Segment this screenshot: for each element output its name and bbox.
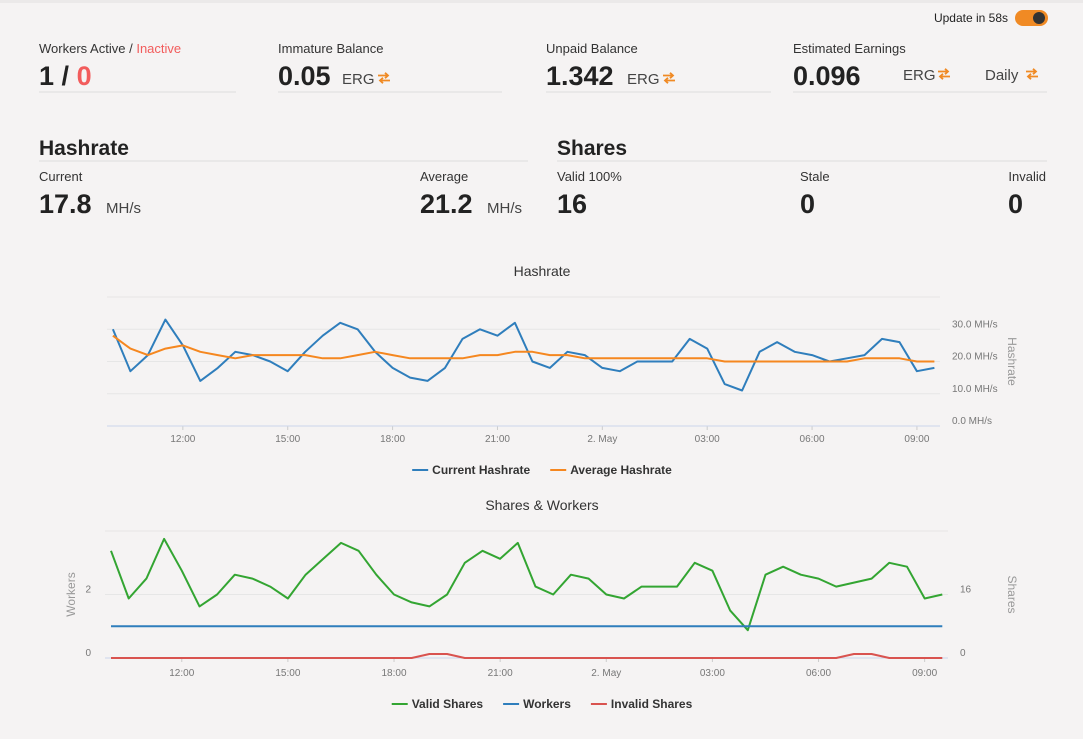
x-tick-label: 2. May <box>591 668 621 679</box>
swap-icon[interactable] <box>937 68 951 80</box>
legend-label: Valid Shares <box>412 697 484 711</box>
stat-value: 0.096 <box>793 61 861 91</box>
stat-label: Valid 100% <box>557 169 622 184</box>
update-timer: Update in 58s <box>934 11 1008 25</box>
x-tick-label: 03:00 <box>695 434 720 445</box>
stat-label: Unpaid Balance <box>546 41 638 56</box>
swap-icon[interactable] <box>1025 68 1039 80</box>
stat-value: 16 <box>557 189 587 219</box>
section-title: Hashrate <box>39 137 129 160</box>
x-tick-label: 09:00 <box>904 434 929 445</box>
swap-icon[interactable] <box>377 72 391 84</box>
x-tick-label: 21:00 <box>488 668 513 679</box>
legend-label: Current Hashrate <box>432 463 530 477</box>
y2-tick-label: 0 <box>960 648 966 659</box>
x-tick-label: 12:00 <box>170 434 195 445</box>
update-toggle[interactable] <box>1015 10 1048 26</box>
y2-axis-label: Shares <box>1005 575 1019 613</box>
separator: / <box>62 61 70 91</box>
separator: / <box>129 41 133 56</box>
series-line <box>110 537 943 632</box>
stat-label: Stale <box>800 169 830 184</box>
y2-tick-label: 10.0 MH/s <box>952 384 998 395</box>
y2-tick-label: 30.0 MH/s <box>952 319 998 330</box>
stat-unit: MH/s <box>487 200 522 217</box>
x-tick-label: 18:00 <box>382 668 407 679</box>
x-tick-label: 09:00 <box>912 668 937 679</box>
stat-value: 0 <box>800 189 815 219</box>
y2-tick-label: 20.0 MH/s <box>952 352 998 363</box>
stat-value: 21.2 <box>420 189 473 219</box>
y-tick-label: 0 <box>85 648 91 659</box>
series-line <box>111 653 943 659</box>
y-axis-label: Workers <box>64 572 78 616</box>
x-tick-label: 12:00 <box>169 668 194 679</box>
section-title: Shares <box>557 137 627 160</box>
series-line <box>111 318 935 392</box>
stat-period: Daily <box>985 67 1019 84</box>
active: 1 <box>39 61 54 91</box>
x-tick-label: 06:00 <box>800 434 825 445</box>
legend-label: Average Hashrate <box>570 463 672 477</box>
series-line <box>112 334 935 363</box>
stat-label: Current <box>39 169 83 184</box>
y2-tick-label: 0.0 MH/s <box>952 416 992 427</box>
stat-unit: ERG <box>903 67 936 84</box>
y-tick-label: 2 <box>85 585 91 596</box>
stat-label: Estimated Earnings <box>793 41 906 56</box>
x-tick-label: 2. May <box>587 434 617 445</box>
label: Workers Active <box>39 41 125 56</box>
legend: Current Hashrate Average Hashrate <box>412 463 672 477</box>
chart-title: Shares & Workers <box>485 497 598 513</box>
stat-label: Immature Balance <box>278 41 384 56</box>
x-tick-label: 15:00 <box>275 668 300 679</box>
legend: Valid Shares Workers Invalid Shares <box>391 697 693 711</box>
legend-label: Workers <box>523 697 571 711</box>
chart-title: Hashrate <box>514 263 571 279</box>
top-bar <box>0 0 1083 3</box>
inactive: 0 <box>77 61 92 91</box>
x-tick-label: 15:00 <box>275 434 300 445</box>
inactive-label: Inactive <box>136 41 181 56</box>
stat-label: Workers Active / Inactive <box>39 41 181 56</box>
stat-value: 1.342 <box>546 61 614 91</box>
stat-label: Invalid <box>1008 169 1046 184</box>
stat-label: Average <box>420 169 468 184</box>
stat-unit: ERG <box>342 71 375 88</box>
x-tick-label: 21:00 <box>485 434 510 445</box>
stat-value: 0.05 <box>278 61 331 91</box>
x-tick-label: 18:00 <box>380 434 405 445</box>
legend-label: Invalid Shares <box>611 697 693 711</box>
stat-unit: MH/s <box>106 200 141 217</box>
swap-icon[interactable] <box>662 72 676 84</box>
stat-value: 1 / 0 <box>39 61 92 91</box>
x-tick-label: 03:00 <box>700 668 725 679</box>
stat-value: 17.8 <box>39 189 92 219</box>
x-tick-label: 06:00 <box>806 668 831 679</box>
y2-axis-label: Hashrate <box>1005 337 1019 386</box>
stat-unit: ERG <box>627 71 660 88</box>
stat-value: 0 <box>1008 189 1023 219</box>
y2-tick-label: 16 <box>960 585 972 596</box>
